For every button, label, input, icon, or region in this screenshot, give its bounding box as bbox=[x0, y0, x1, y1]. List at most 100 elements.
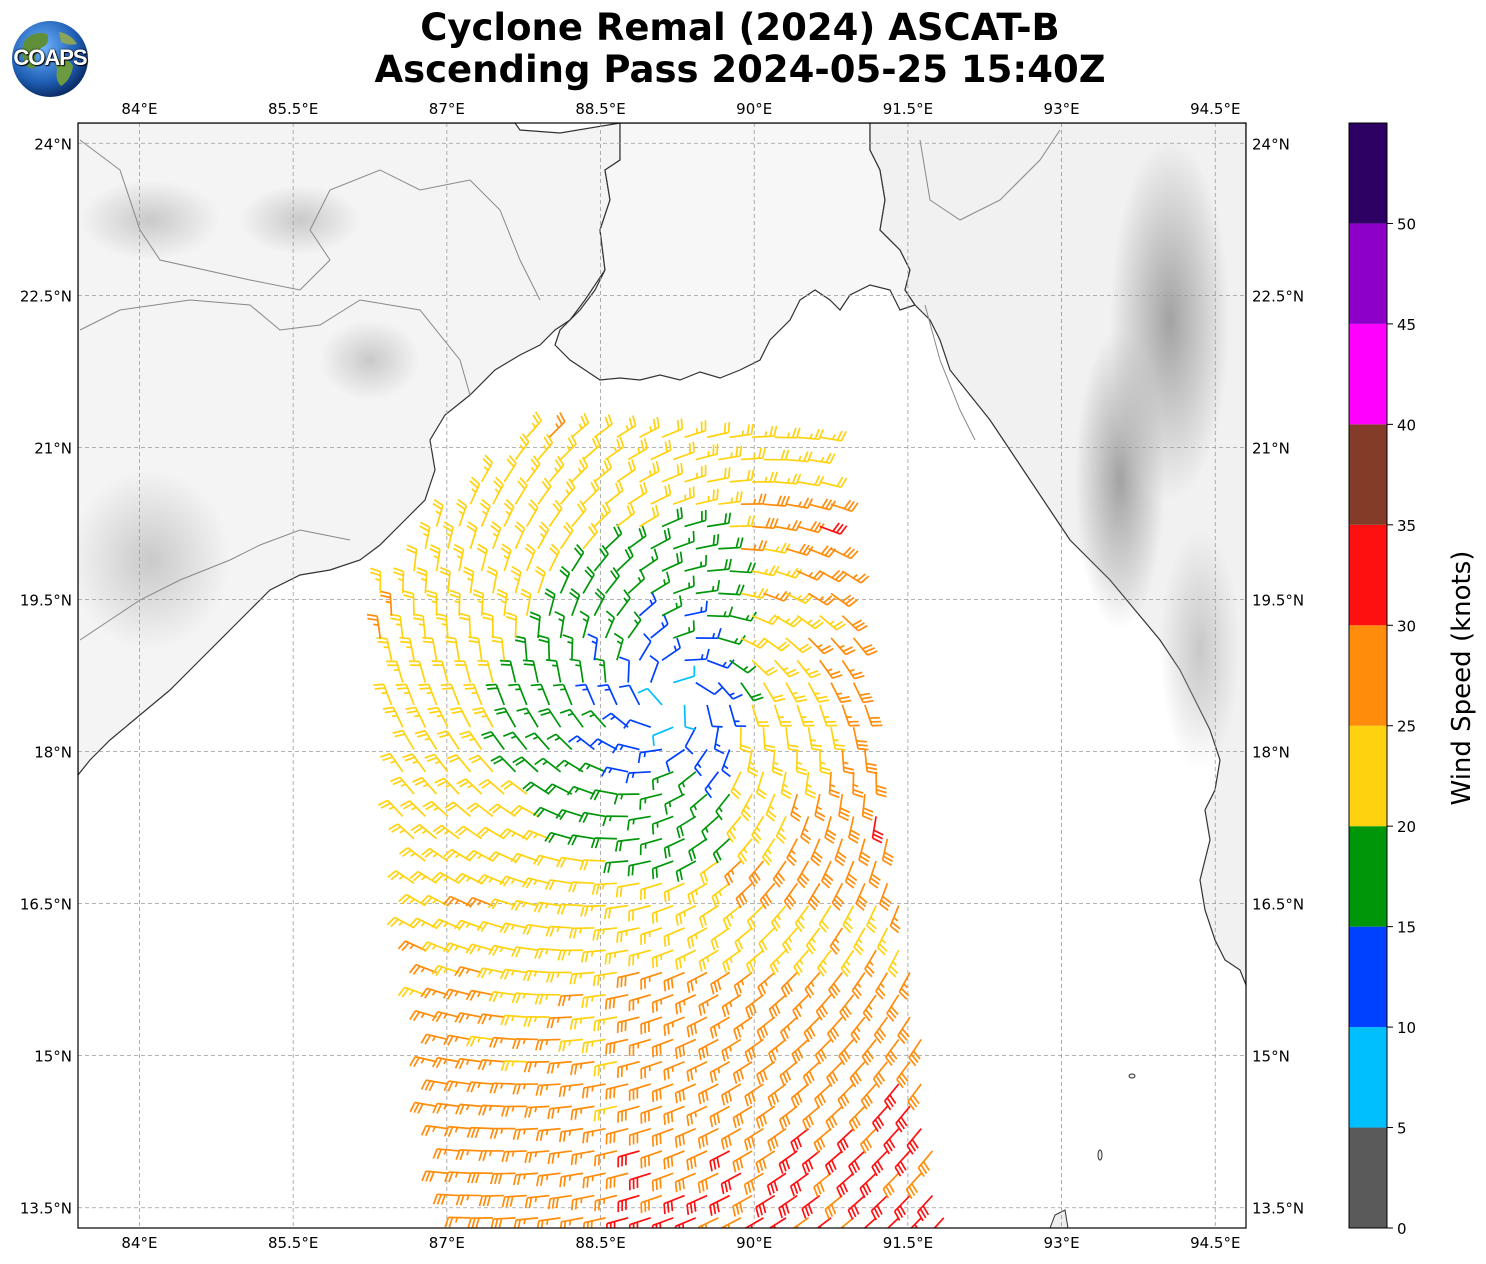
wind-barb bbox=[511, 1037, 539, 1050]
wind-barb bbox=[695, 488, 719, 506]
wind-barb bbox=[872, 1061, 889, 1088]
wind-barb bbox=[802, 1061, 821, 1087]
wind-barb bbox=[466, 1081, 494, 1093]
wind-barb bbox=[386, 660, 404, 683]
lon-tick-label: 94.5°E bbox=[1190, 100, 1240, 118]
wind-barb bbox=[605, 480, 624, 505]
wind-barb bbox=[672, 530, 695, 550]
wind-barb bbox=[868, 860, 881, 889]
wind-barb bbox=[887, 949, 900, 978]
wind-barb bbox=[769, 949, 787, 976]
lat-tick-label: 21°N bbox=[34, 439, 72, 457]
wind-barb bbox=[552, 683, 573, 706]
lon-tick-label: 93°E bbox=[1044, 1234, 1080, 1252]
wind-barb bbox=[420, 987, 449, 999]
colorbar-tick-label: 45 bbox=[1397, 316, 1416, 334]
wind-barb bbox=[398, 893, 426, 907]
wind-barb bbox=[419, 521, 431, 549]
wind-barb bbox=[883, 1128, 900, 1155]
wind-barb bbox=[740, 447, 766, 461]
wind-barb bbox=[559, 708, 584, 728]
colorbar-bin bbox=[1349, 223, 1387, 324]
wind-barb bbox=[463, 683, 483, 706]
wind-barb bbox=[744, 1083, 764, 1107]
wind-barb bbox=[618, 656, 630, 683]
wind-barb bbox=[661, 551, 683, 572]
wind-barb bbox=[443, 1080, 471, 1092]
wind-barb bbox=[746, 905, 765, 931]
wind-barb bbox=[500, 543, 512, 572]
wind-barb bbox=[628, 1217, 651, 1228]
map-frame bbox=[77, 122, 1247, 1229]
wind-barb bbox=[829, 927, 844, 955]
wind-barb bbox=[698, 949, 719, 972]
wind-barb bbox=[568, 927, 595, 939]
wind-barb bbox=[444, 1171, 471, 1183]
wind-barb bbox=[686, 1105, 708, 1127]
wind-barb bbox=[744, 1038, 764, 1063]
wind-barb bbox=[706, 659, 735, 669]
wind-barb bbox=[763, 542, 791, 554]
wind-barb bbox=[526, 499, 539, 527]
wind-barb bbox=[640, 1016, 663, 1035]
wind-barb bbox=[841, 659, 865, 680]
wind-barb bbox=[807, 882, 821, 911]
wind-barb bbox=[466, 1126, 493, 1139]
wind-barb bbox=[490, 755, 517, 773]
wind-barb bbox=[864, 949, 877, 978]
wind-barb bbox=[593, 414, 613, 438]
wind-barb bbox=[675, 860, 697, 882]
lat-tick-label: 15°N bbox=[34, 1048, 72, 1066]
wind-barb bbox=[512, 1083, 539, 1095]
wind-barb bbox=[627, 525, 647, 550]
wind-barb bbox=[436, 730, 460, 750]
wind-barb bbox=[740, 637, 769, 649]
wind-barb bbox=[651, 904, 674, 924]
wind-barb bbox=[459, 730, 483, 750]
wind-barb bbox=[715, 793, 731, 821]
wind-barb bbox=[455, 1103, 482, 1115]
wind-barb bbox=[726, 815, 742, 843]
wind-barb bbox=[544, 831, 573, 843]
wind-barb bbox=[706, 704, 723, 728]
wind-barb bbox=[590, 837, 617, 849]
wind-barb bbox=[409, 870, 438, 885]
wind-barb bbox=[558, 1127, 584, 1143]
wind-barb bbox=[693, 749, 708, 777]
wind-barb bbox=[373, 683, 393, 706]
wind-barb bbox=[414, 729, 438, 750]
wind-barb bbox=[628, 904, 651, 922]
wind-barb bbox=[797, 520, 825, 534]
wind-barb bbox=[826, 1061, 843, 1087]
wind-barb bbox=[721, 994, 742, 1018]
wind-barb bbox=[774, 473, 802, 485]
wind-barb bbox=[602, 815, 629, 827]
wind-barb bbox=[476, 920, 505, 933]
wind-barb bbox=[476, 967, 505, 979]
wind-barb bbox=[454, 660, 472, 683]
wind-barb bbox=[684, 420, 707, 439]
wind-barb bbox=[813, 1128, 832, 1153]
wind-barb bbox=[545, 971, 572, 983]
wind-barb bbox=[697, 1217, 719, 1228]
wind-barb bbox=[545, 925, 572, 937]
wind-barb bbox=[674, 1217, 697, 1228]
wind-barb bbox=[762, 637, 791, 652]
wind-barb bbox=[503, 454, 517, 483]
colorbar-tick-label: 0 bbox=[1397, 1220, 1407, 1238]
wind-barb bbox=[454, 825, 483, 840]
wind-barb bbox=[395, 683, 415, 706]
colorbar-tick-label: 15 bbox=[1397, 919, 1416, 937]
wind-barb bbox=[582, 435, 601, 461]
wind-barb bbox=[838, 1038, 855, 1066]
wind-barb bbox=[640, 927, 663, 945]
wind-barb bbox=[580, 904, 606, 917]
lon-tick-label: 87°E bbox=[429, 100, 465, 118]
wind-barb bbox=[663, 971, 685, 992]
wind-barb bbox=[861, 794, 874, 821]
wind-barb bbox=[639, 837, 663, 856]
wind-barb bbox=[523, 1060, 550, 1073]
wind-barb bbox=[861, 1038, 877, 1066]
terrain-shade bbox=[1160, 530, 1240, 770]
wind-barb bbox=[617, 1105, 640, 1123]
